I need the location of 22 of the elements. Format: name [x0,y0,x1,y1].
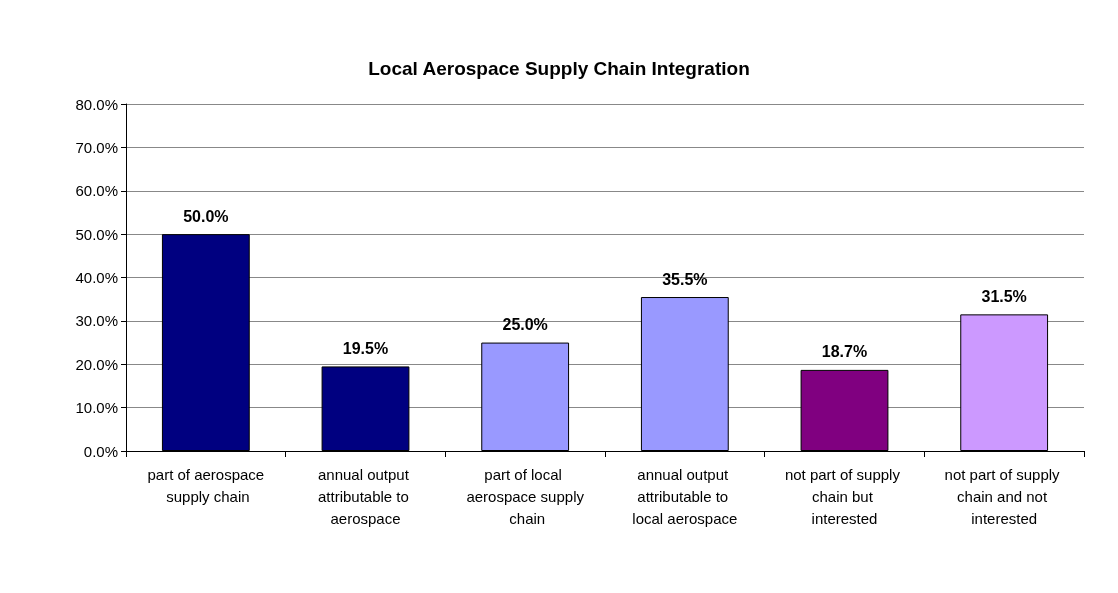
x-tick-label: not part of supply chain but interested [784,465,905,527]
data-label: 18.7% [821,343,868,361]
x-tick-label: annual output attributable to local aerospace [632,465,738,527]
x-tick-label: not part of supply chain and not interested [944,465,1064,527]
y-tick-label: 30.0% [75,312,118,330]
data-label: 50.0% [183,207,229,225]
x-tick-label: part of aerospace supply chain [147,465,265,505]
data-label: 25.0% [502,316,548,334]
chart-title: Local Aerospace Supply Chain Integration [368,58,750,79]
y-tick-label: 40.0% [75,269,118,286]
y-tick-label: 10.0% [75,399,118,417]
x-tick-label: part of local aerospace supply chain [466,465,585,527]
y-tick-label: 70.0% [75,138,118,156]
y-tick-label: 20.0% [75,355,118,373]
y-tick-label: 50.0% [75,225,118,243]
y-tick-label: 80.0% [75,95,118,113]
y-tick-label: 0.0% [83,442,118,460]
x-tick-label: annual output attributable to aerospace [317,465,414,527]
data-label: 31.5% [981,287,1027,305]
y-tick-label: 60.0% [75,182,118,200]
data-label: 19.5% [342,339,389,357]
data-label: 35.5% [662,270,708,288]
